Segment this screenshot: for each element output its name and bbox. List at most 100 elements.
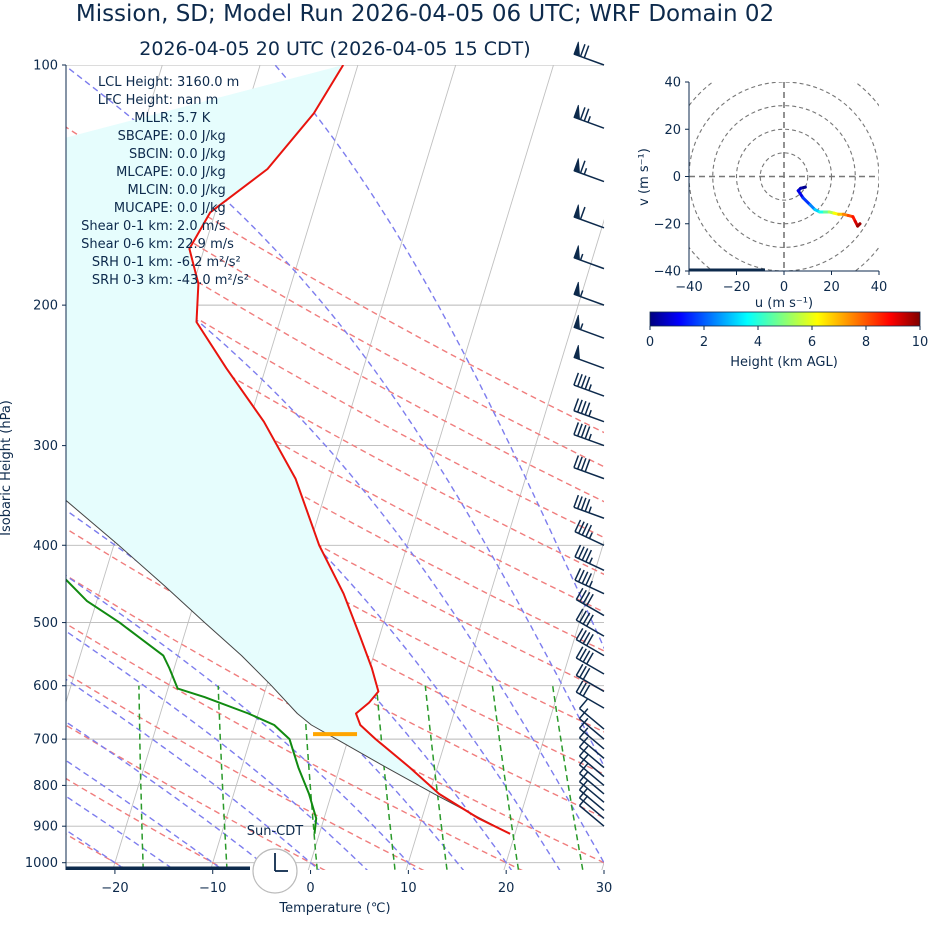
barb-full — [582, 591, 591, 604]
barb-pennant — [573, 104, 581, 120]
barb-full — [579, 648, 587, 661]
hodograph-panel: −40 −20 0 20 40 40 20 0 −20 −40 u (m s⁻¹) v (m s⁻… — [637, 76, 888, 312]
wind-barb — [573, 41, 605, 66]
x-tick-label: 30 — [596, 881, 613, 896]
barb-pennant — [573, 344, 581, 360]
barb-full — [578, 762, 589, 774]
barb-half — [588, 580, 593, 588]
mixing-ratio-line — [551, 685, 584, 870]
stat-label: SRH 0-1 km: — [92, 255, 173, 270]
barb-half — [583, 168, 588, 175]
barb-full — [585, 573, 593, 586]
barb-full — [577, 521, 585, 534]
barb-full — [582, 631, 591, 644]
stat-label: MLCAPE: — [116, 165, 173, 180]
wind-barb — [575, 608, 605, 637]
wind-barb — [575, 646, 605, 675]
barb-full — [581, 523, 589, 536]
barb-full — [576, 423, 583, 437]
barb-full — [579, 682, 587, 695]
barb-full — [584, 402, 591, 416]
stat-value: 0.0 J/kg — [177, 183, 226, 198]
barb-full — [584, 376, 591, 390]
x-tick-label: −20 — [101, 881, 128, 896]
skewt-y-label: Isobaric Height (hPa) — [0, 400, 14, 536]
stat-label: Shear 0-6 km: — [81, 237, 173, 252]
colorbar-tick-label: 6 — [808, 335, 816, 350]
moist-adiabat-line — [274, 65, 604, 650]
stat-value: 0.0 J/kg — [177, 147, 226, 162]
barb-full — [584, 459, 591, 473]
y-tick-label: 1000 — [25, 856, 58, 871]
wind-barb — [573, 245, 605, 270]
colorbar-tick-label: 4 — [754, 335, 762, 350]
barb-full — [578, 787, 589, 799]
mixing-ratio-line — [375, 685, 396, 870]
barb-full — [578, 771, 589, 783]
barb-full — [578, 745, 589, 757]
barb-full — [586, 652, 594, 665]
dry-adiabat-line — [66, 161, 604, 468]
stat-value: 0.0 J/kg — [177, 165, 226, 180]
barb-full — [579, 206, 586, 220]
hodo-y-tick-label: 20 — [664, 123, 681, 138]
colorbar-tick-label: 2 — [700, 335, 708, 350]
barb-full — [578, 727, 589, 739]
wind-barb — [578, 717, 605, 750]
stat-value: 3160.0 m — [177, 75, 239, 90]
moist-adiabat-line — [66, 335, 561, 870]
barb-full — [578, 717, 589, 729]
hodograph-trace — [796, 185, 862, 228]
stat-label: SRH 0-3 km: — [92, 273, 173, 288]
barb-staff — [575, 691, 605, 709]
barb-full — [578, 736, 589, 748]
stat-value: -43.0 m²/s² — [177, 273, 249, 288]
barb-half — [588, 409, 592, 417]
wind-barb — [573, 422, 605, 447]
barb-full — [578, 754, 589, 766]
wind-barb — [575, 587, 605, 617]
barb-half — [579, 323, 584, 330]
barb-full — [579, 610, 587, 623]
barb-full — [582, 612, 591, 625]
barb-full — [575, 680, 584, 693]
hodo-x-tick-label: 0 — [780, 280, 788, 295]
dry-adiabat-line — [66, 724, 326, 870]
temperature-profile-line — [188, 65, 511, 835]
wind-barb — [573, 344, 605, 369]
y-tick-label: 100 — [33, 59, 58, 74]
barb-full — [576, 496, 583, 509]
barb-full — [576, 456, 583, 470]
barb-full — [584, 498, 591, 512]
wind-barb — [573, 158, 605, 183]
y-tick-label: 500 — [33, 616, 58, 631]
dewpoint-profile-line — [66, 578, 318, 834]
stat-label: LFC Height: — [98, 93, 173, 108]
barb-full — [577, 569, 585, 583]
dry-adiabat-line — [66, 126, 604, 434]
hodo-y-tick-label: −40 — [654, 265, 681, 280]
barb-full — [582, 650, 591, 663]
x-tick-label: 10 — [400, 881, 417, 896]
colorbar-gradient — [649, 311, 921, 327]
stat-value: 22.9 m/s — [177, 237, 234, 252]
hodograph-rings — [689, 82, 879, 271]
barb-full — [578, 708, 589, 720]
barb-staff — [573, 466, 605, 480]
barb-full — [575, 608, 584, 621]
barb-staff — [575, 674, 605, 693]
y-tick-label: 700 — [33, 733, 58, 748]
hodo-x-tick-label: −20 — [723, 280, 750, 295]
hodograph-axes: −40 −20 0 20 40 40 20 0 −20 −40 — [654, 76, 888, 296]
wind-barb — [573, 372, 605, 397]
barb-full — [577, 546, 585, 559]
barb-half — [587, 115, 591, 123]
barb-full — [582, 684, 591, 697]
barb-full — [576, 399, 583, 413]
isotherm-line — [503, 540, 604, 870]
stat-label: LCL Height: — [98, 75, 173, 90]
barb-half — [588, 506, 592, 514]
hodo-y-tick-label: −20 — [654, 217, 681, 232]
barb-full — [579, 629, 587, 642]
